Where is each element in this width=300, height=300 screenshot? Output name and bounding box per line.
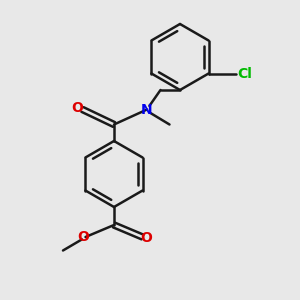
Text: O: O — [71, 101, 83, 115]
Text: N: N — [141, 103, 153, 116]
Text: Cl: Cl — [237, 67, 252, 80]
Text: O: O — [140, 232, 152, 245]
Text: O: O — [77, 230, 89, 244]
